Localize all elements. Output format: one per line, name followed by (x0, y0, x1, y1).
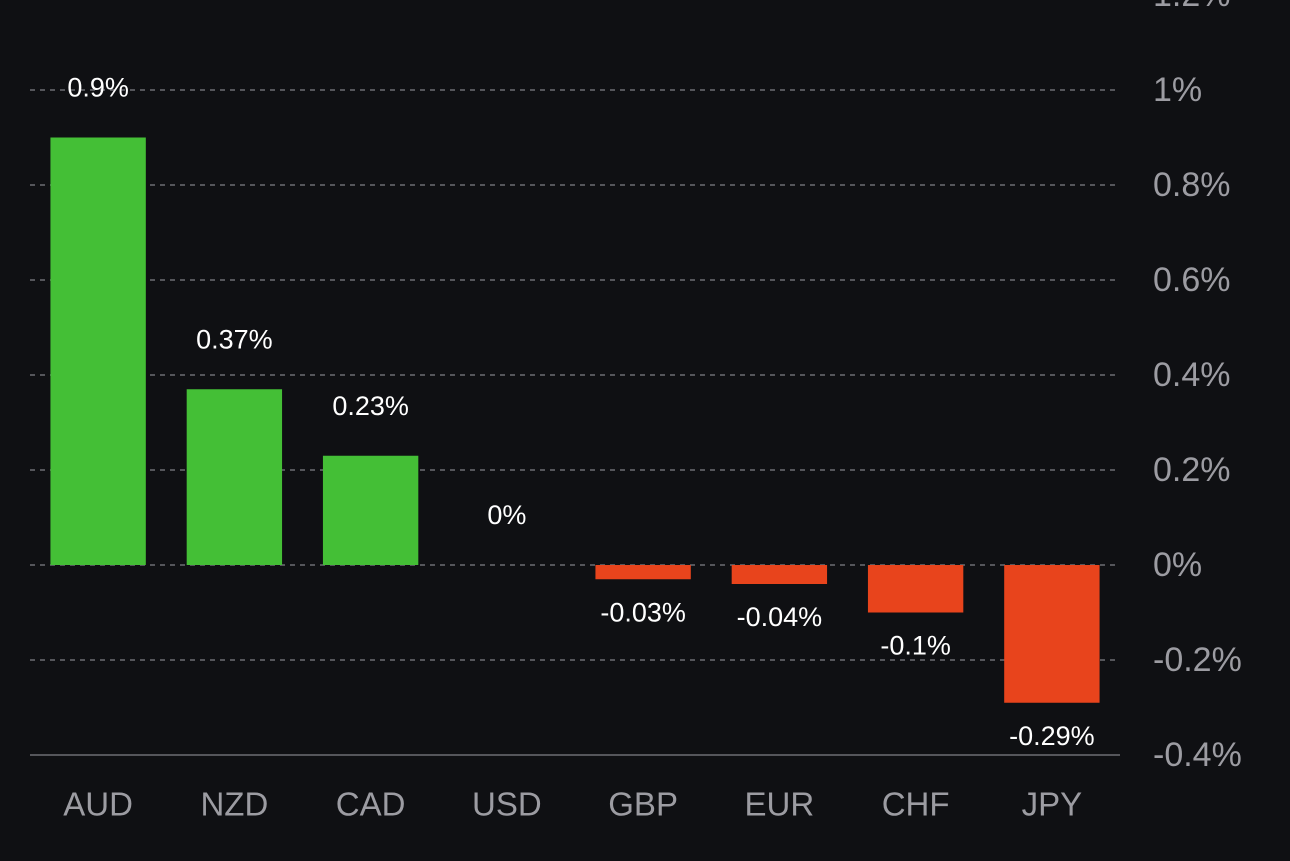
bar (595, 565, 691, 580)
x-tick-label: CAD (336, 786, 406, 823)
value-label: -0.04% (737, 602, 823, 632)
value-label: -0.1% (880, 631, 951, 661)
value-label: 0.9% (67, 73, 129, 103)
bar (1004, 565, 1100, 703)
bar (867, 565, 964, 613)
y-tick-label: 0% (1153, 546, 1202, 584)
x-tick-label: JPY (1022, 786, 1083, 823)
value-label: 0.23% (332, 391, 409, 421)
x-tick-label: GBP (608, 786, 678, 823)
value-label: -0.29% (1009, 721, 1095, 751)
value-label: -0.03% (600, 597, 686, 627)
y-tick-label: 0.8% (1153, 166, 1231, 204)
value-label: 0.37% (196, 324, 273, 354)
value-label: 0% (487, 500, 526, 530)
bar (731, 565, 828, 584)
y-tick-label: 0.4% (1153, 356, 1231, 394)
bar (322, 455, 419, 565)
y-tick-label: -0.4% (1153, 736, 1242, 774)
y-tick-label: 0.6% (1153, 261, 1231, 299)
x-tick-label: NZD (200, 786, 268, 823)
x-tick-label: AUD (63, 786, 133, 823)
y-tick-label: 1.2% (1153, 0, 1231, 14)
x-tick-label: CHF (882, 786, 950, 823)
bar (186, 389, 283, 565)
y-tick-label: 1% (1153, 71, 1202, 109)
y-tick-label: -0.2% (1153, 641, 1242, 679)
x-tick-label: USD (472, 786, 542, 823)
bar (50, 137, 146, 565)
x-tick-label: EUR (745, 786, 815, 823)
y-tick-label: 0.2% (1153, 451, 1231, 489)
